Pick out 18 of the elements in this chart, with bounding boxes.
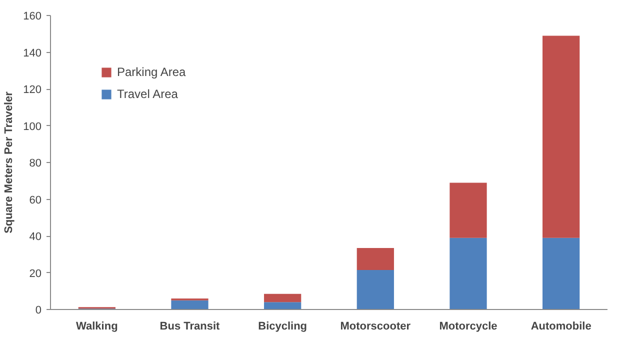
y-tick-label: 160: [23, 10, 42, 22]
y-tick-label: 60: [29, 194, 42, 206]
y-tick-label: 20: [29, 268, 42, 280]
x-tick-label: Motorscooter: [340, 320, 412, 332]
y-tick-label: 120: [23, 84, 42, 96]
y-tick-label: 0: [35, 304, 42, 316]
x-tick-label: Bicycling: [258, 320, 308, 332]
x-tick-label: Motorcycle: [439, 320, 498, 332]
x-tick-label: Automobile: [530, 320, 592, 332]
y-tick-label: 140: [23, 47, 42, 60]
y-tick-label: 100: [23, 120, 42, 133]
legend-label: Parking Area: [117, 65, 186, 79]
legend-label: Travel Area: [117, 87, 178, 101]
x-tick-label: Bus Transit: [160, 320, 220, 332]
y-tick-label: 80: [29, 158, 42, 170]
y-tick-label: 40: [29, 231, 42, 243]
x-tick-label: Walking: [76, 320, 118, 332]
y-axis-title: Square Meters Per Traveler: [3, 90, 16, 234]
